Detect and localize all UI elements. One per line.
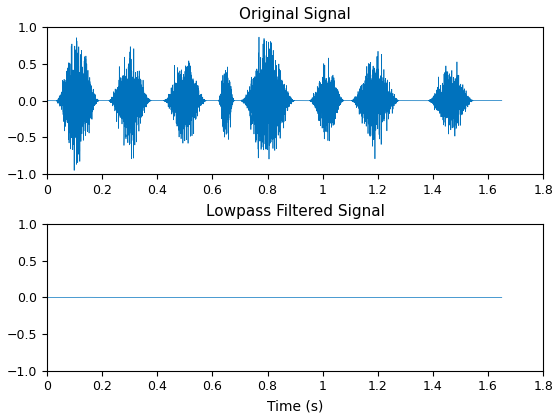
- Title: Lowpass Filtered Signal: Lowpass Filtered Signal: [206, 204, 385, 219]
- X-axis label: Time (s): Time (s): [267, 399, 323, 413]
- Title: Original Signal: Original Signal: [239, 7, 351, 22]
